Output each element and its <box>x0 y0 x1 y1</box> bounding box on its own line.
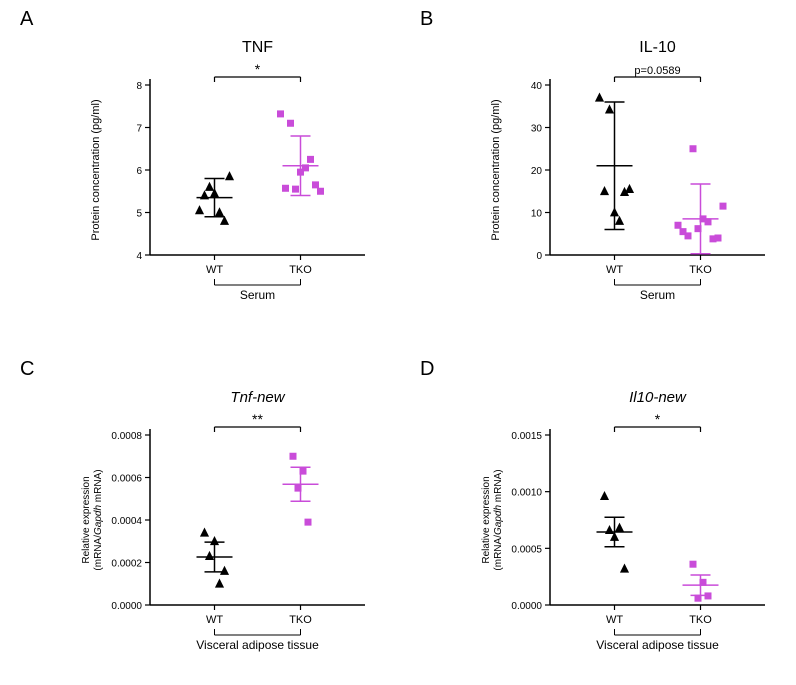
svg-text:TKO: TKO <box>689 264 712 276</box>
svg-text:0.0000: 0.0000 <box>111 601 142 612</box>
chart-c: Tnf-new0.00000.00020.00040.00060.0008Rel… <box>85 380 385 680</box>
svg-text:**: ** <box>252 411 263 427</box>
svg-text:Protein concentration (pg/ml): Protein concentration (pg/ml) <box>90 99 102 240</box>
svg-text:30: 30 <box>531 124 543 135</box>
svg-text:TNF: TNF <box>242 39 273 56</box>
panel-a: TNF 4 5 6 7 8 Protein concentration (pg/ml) WT T… <box>85 30 385 330</box>
svg-text:0.0000: 0.0000 <box>511 601 542 612</box>
svg-text:20: 20 <box>531 166 543 177</box>
panel-letter-a: A <box>20 8 33 31</box>
panel-letter-b: B <box>420 8 433 31</box>
figure: A B C D TNF 4 5 6 7 8 Protein concentration (p… <box>0 0 796 680</box>
svg-text:0: 0 <box>536 251 542 262</box>
panel-d: Il10-new0.00000.00050.00100.0015Relative… <box>485 380 785 680</box>
svg-text:0.0006: 0.0006 <box>111 474 142 485</box>
svg-text:WT: WT <box>606 264 623 276</box>
svg-text:Relative expression: Relative expression <box>481 476 492 563</box>
svg-text:TKO: TKO <box>689 614 712 626</box>
svg-text:4: 4 <box>136 251 142 262</box>
svg-text:0.0005: 0.0005 <box>511 544 542 555</box>
panel-c: Tnf-new0.00000.00020.00040.00060.0008Rel… <box>85 380 385 680</box>
svg-text:(mRNA/Gapdh mRNA): (mRNA/Gapdh mRNA) <box>93 469 104 570</box>
svg-text:Visceral adipose tissue: Visceral adipose tissue <box>196 638 319 652</box>
svg-text:6: 6 <box>136 166 142 177</box>
svg-text:IL-10: IL-10 <box>639 39 676 56</box>
svg-text:TKO: TKO <box>289 264 312 276</box>
svg-text:Tnf-new: Tnf-new <box>230 389 285 406</box>
svg-text:Serum: Serum <box>240 288 275 302</box>
svg-text:0.0008: 0.0008 <box>111 431 142 442</box>
svg-text:TKO: TKO <box>289 614 312 626</box>
svg-text:Relative expression: Relative expression <box>81 476 92 563</box>
svg-text:0.0004: 0.0004 <box>111 516 142 527</box>
svg-text:Visceral adipose tissue: Visceral adipose tissue <box>596 638 719 652</box>
svg-text:p=0.0589: p=0.0589 <box>634 65 680 77</box>
svg-text:Il10-new: Il10-new <box>629 389 687 406</box>
panel-b: IL-10 0 10 20 30 40 Protein concentration (pg/… <box>485 30 785 330</box>
svg-text:0.0015: 0.0015 <box>511 431 542 442</box>
svg-text:10: 10 <box>531 209 543 220</box>
svg-text:WT: WT <box>206 264 223 276</box>
svg-text:8: 8 <box>136 81 142 92</box>
svg-text:*: * <box>255 61 261 77</box>
svg-text:40: 40 <box>531 81 543 92</box>
svg-text:0.0010: 0.0010 <box>511 488 542 499</box>
panel-letter-d: D <box>420 358 434 381</box>
chart-b: IL-10 0 10 20 30 40 Protein concentration (pg/… <box>485 30 785 330</box>
chart-d: Il10-new0.00000.00050.00100.0015Relative… <box>485 380 785 680</box>
svg-text:*: * <box>655 411 661 427</box>
svg-text:Protein concentration (pg/ml): Protein concentration (pg/ml) <box>490 99 502 240</box>
svg-text:0.0002: 0.0002 <box>111 559 142 570</box>
svg-text:WT: WT <box>206 614 223 626</box>
svg-text:WT: WT <box>606 614 623 626</box>
chart-a: TNF 4 5 6 7 8 Protein concentration (pg/ml) WT T… <box>85 30 385 330</box>
svg-text:5: 5 <box>136 209 142 220</box>
svg-text:Serum: Serum <box>640 288 675 302</box>
svg-text:7: 7 <box>136 124 142 135</box>
panel-letter-c: C <box>20 358 34 381</box>
svg-text:(mRNA/Gapdh mRNA): (mRNA/Gapdh mRNA) <box>493 469 504 570</box>
